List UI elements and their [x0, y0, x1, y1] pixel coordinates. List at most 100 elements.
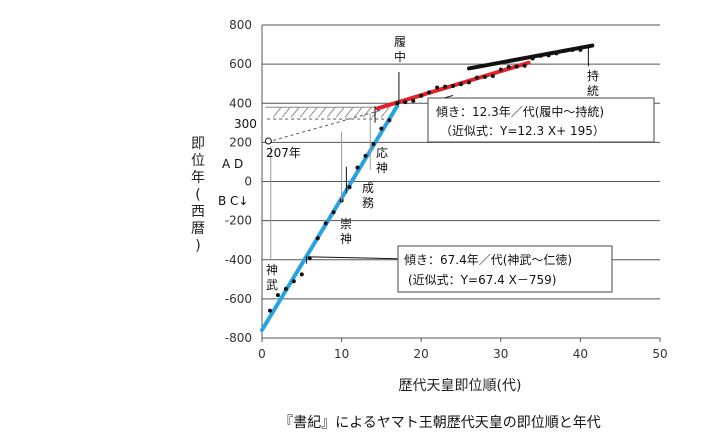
- y-axis-title-char: ): [195, 238, 200, 254]
- y-tick-label: -400: [225, 253, 252, 267]
- data-point: [562, 48, 567, 53]
- y-tick-labels: -800 -600 -400 -200 0 200 400 600 800: [225, 18, 252, 345]
- x-axis-title: 歴代天皇即位順(代): [399, 378, 522, 394]
- data-point: [387, 118, 392, 123]
- y-tick-label: 800: [229, 18, 252, 32]
- marker-207: [264, 137, 272, 145]
- y-tick-label: 400: [229, 96, 252, 110]
- data-point: [331, 210, 336, 215]
- y-axis-title-char: 即: [191, 136, 205, 152]
- data-point: [291, 279, 296, 284]
- x-tick-labels: 0 10 20 30 40 50: [258, 338, 668, 361]
- data-point: [435, 85, 440, 90]
- data-point: [347, 185, 352, 190]
- fit-line: [260, 103, 400, 332]
- x-tick-label: 30: [493, 347, 508, 361]
- annotation-box-richu-jito: [427, 97, 655, 143]
- y-tick-label: -200: [225, 214, 252, 228]
- box2-line1: 傾き：67.4年／代(神武～仁徳): [404, 252, 572, 267]
- label-ad: A D: [222, 157, 243, 171]
- y-tick-label: -800: [225, 331, 252, 345]
- data-point: [315, 236, 320, 241]
- data-point: [459, 82, 463, 87]
- label-richu: 中: [394, 49, 406, 64]
- dashed-guide: [273, 109, 382, 141]
- data-point: [451, 84, 456, 89]
- label-bc: B C↓: [218, 194, 248, 208]
- data-point: [482, 74, 487, 79]
- data-point: [275, 293, 280, 298]
- data-point: [323, 221, 328, 226]
- label-300: 300: [234, 117, 257, 131]
- y-axis-title-char: 西: [191, 204, 205, 220]
- x-tick-label: 0: [258, 347, 266, 361]
- data-point: [299, 272, 304, 277]
- box1-line1: 傾き：12.3年／代(履中～持統): [436, 104, 604, 119]
- data-point: [586, 44, 591, 49]
- data-point: [395, 101, 400, 106]
- hatch-stroke: [308, 106, 318, 118]
- label-ojin: 神: [376, 161, 388, 175]
- hatch-stroke: [380, 106, 390, 118]
- data-point: [530, 56, 535, 61]
- pointer-box2: [311, 256, 398, 260]
- hatch-stroke: [344, 106, 354, 118]
- data-point: [490, 74, 495, 79]
- hatch-stroke: [299, 106, 309, 118]
- y-tick-label: 200: [229, 135, 252, 149]
- y-axis-title-char: 暦: [191, 221, 205, 237]
- data-point: [267, 308, 272, 313]
- data-point: [514, 64, 519, 69]
- data-point: [419, 93, 424, 98]
- data-point: [403, 100, 408, 105]
- y-axis-title-char: 年: [191, 170, 205, 186]
- data-point: [466, 80, 471, 85]
- label-seimu: 務: [362, 196, 374, 210]
- label-seimu: 成: [362, 181, 374, 195]
- data-point: [554, 51, 559, 56]
- label-ojin: 応: [376, 146, 388, 160]
- data-point: [307, 256, 312, 261]
- data-point: [283, 286, 288, 291]
- y-tick-label: -600: [225, 292, 252, 306]
- guide-lines: [264, 48, 589, 264]
- x-tick-label: 40: [573, 347, 588, 361]
- hatch-stroke: [281, 106, 291, 118]
- x-tick-label: 10: [334, 347, 349, 361]
- data-point: [578, 47, 583, 52]
- y-tick-label: 600: [229, 57, 252, 71]
- y-axis-title: 即位年(西暦): [191, 136, 205, 254]
- hatched-region: [265, 106, 390, 120]
- label-sujin: 神: [340, 232, 352, 246]
- data-point: [443, 84, 448, 89]
- data-point: [522, 63, 527, 68]
- data-point: [570, 48, 575, 53]
- label-sujin: 崇: [340, 217, 352, 231]
- data-point: [371, 141, 376, 146]
- data-point: [474, 75, 479, 80]
- data-point: [506, 65, 511, 70]
- hatch-stroke: [353, 106, 363, 118]
- data-point: [363, 153, 368, 158]
- label-jimmu: 武: [266, 278, 278, 292]
- y-tick-label: 0: [244, 175, 252, 189]
- data-point: [546, 53, 551, 58]
- data-point: [379, 126, 384, 131]
- label-jito: 持: [587, 68, 599, 83]
- hatch-stroke: [335, 106, 345, 118]
- data-point: [538, 53, 543, 58]
- y-axis-title-char: (: [195, 187, 200, 203]
- x-tick-label: 50: [652, 347, 667, 361]
- hatch-stroke: [317, 106, 327, 118]
- label-richu: 履: [394, 35, 406, 49]
- y-axis-title-char: 位: [191, 153, 205, 169]
- data-point: [355, 165, 360, 170]
- label-jito: 統: [587, 84, 599, 98]
- x-tick-label: 20: [414, 347, 429, 361]
- box2-line2: (近似式：Y=67.4 X－759): [408, 273, 556, 287]
- annotation-box-jimmu-nintoku: [397, 245, 613, 293]
- data-point: [498, 67, 503, 72]
- hatch-stroke: [362, 106, 372, 118]
